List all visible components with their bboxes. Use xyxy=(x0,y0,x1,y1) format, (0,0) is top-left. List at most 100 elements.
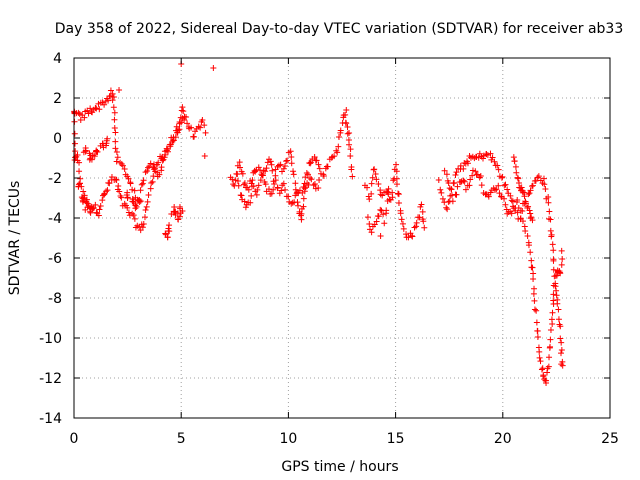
data-point xyxy=(377,206,384,213)
data-point xyxy=(93,147,100,154)
data-point xyxy=(299,189,306,196)
data-point xyxy=(103,188,110,195)
data-point xyxy=(508,210,515,217)
data-point xyxy=(547,216,554,223)
data-point xyxy=(395,200,402,207)
data-point xyxy=(324,163,331,170)
data-point xyxy=(125,209,132,216)
data-point xyxy=(528,257,535,264)
data-point xyxy=(140,177,147,184)
data-point xyxy=(111,116,118,123)
data-point xyxy=(512,163,519,170)
data-point xyxy=(346,141,353,148)
data-point xyxy=(92,201,99,208)
data-point xyxy=(390,177,397,184)
data-point xyxy=(346,130,353,137)
data-point xyxy=(176,126,183,133)
data-point xyxy=(291,199,298,206)
x-tick-label: 15 xyxy=(387,431,405,447)
data-point xyxy=(151,165,158,172)
data-point xyxy=(165,225,172,232)
data-point xyxy=(72,148,79,155)
data-point xyxy=(393,175,400,182)
data-point xyxy=(288,200,295,207)
data-point xyxy=(145,192,152,199)
data-point xyxy=(176,213,183,220)
data-point xyxy=(144,198,151,205)
data-point xyxy=(132,202,139,209)
data-point xyxy=(491,186,498,193)
data-point xyxy=(557,270,564,277)
y-tick-label: 2 xyxy=(53,91,62,107)
data-point xyxy=(550,247,557,254)
data-point xyxy=(308,176,315,183)
data-point xyxy=(514,209,521,216)
data-point xyxy=(131,187,138,194)
data-point xyxy=(110,93,117,100)
data-point xyxy=(514,196,521,203)
data-point xyxy=(476,174,483,181)
data-point xyxy=(501,195,508,202)
data-point xyxy=(130,212,137,219)
x-tick-label: 25 xyxy=(601,431,619,447)
data-point xyxy=(369,174,376,181)
data-point xyxy=(306,175,313,182)
data-point xyxy=(478,182,485,189)
data-point xyxy=(237,164,244,171)
chart-title: Day 358 of 2022, Sidereal Day-to-day VTE… xyxy=(55,21,624,37)
data-point xyxy=(545,199,552,206)
data-point xyxy=(82,206,89,213)
data-point xyxy=(179,104,186,111)
data-point xyxy=(379,192,386,199)
data-point xyxy=(156,171,163,178)
data-point xyxy=(162,230,169,237)
data-point xyxy=(527,187,534,194)
data-point xyxy=(544,369,551,376)
data-point xyxy=(118,194,125,201)
data-point xyxy=(536,348,543,355)
data-point xyxy=(443,171,450,178)
data-point xyxy=(403,231,410,238)
data-point xyxy=(343,120,350,127)
data-point xyxy=(307,159,314,166)
data-point xyxy=(542,377,549,384)
data-point xyxy=(448,192,455,199)
data-point xyxy=(184,120,191,127)
data-point xyxy=(112,176,119,183)
data-point xyxy=(529,182,536,189)
data-point xyxy=(524,233,531,240)
data-point xyxy=(199,117,206,124)
data-point xyxy=(493,186,500,193)
data-point xyxy=(558,347,565,354)
data-point xyxy=(547,326,554,333)
data-point xyxy=(531,306,538,313)
data-point xyxy=(272,177,279,184)
data-point xyxy=(335,143,342,150)
data-point xyxy=(519,208,526,215)
data-point xyxy=(87,105,94,112)
data-point xyxy=(334,149,341,156)
data-point xyxy=(88,156,95,163)
data-point xyxy=(116,188,123,195)
data-point xyxy=(550,297,557,304)
data-point xyxy=(276,190,283,197)
data-point xyxy=(116,87,123,93)
data-point xyxy=(139,224,146,231)
data-point xyxy=(104,135,111,142)
data-point xyxy=(399,220,406,227)
data-point xyxy=(142,207,149,214)
data-point xyxy=(264,159,271,166)
data-point xyxy=(534,328,541,335)
data-point xyxy=(467,176,474,183)
data-point xyxy=(452,172,459,179)
data-point xyxy=(111,124,118,131)
data-point xyxy=(97,202,104,209)
data-point xyxy=(280,165,287,172)
data-point xyxy=(140,221,147,228)
data-point xyxy=(159,157,166,164)
data-point xyxy=(172,209,179,215)
data-point xyxy=(343,107,350,113)
data-point xyxy=(173,123,180,130)
data-point xyxy=(114,154,121,161)
data-point xyxy=(106,180,113,187)
